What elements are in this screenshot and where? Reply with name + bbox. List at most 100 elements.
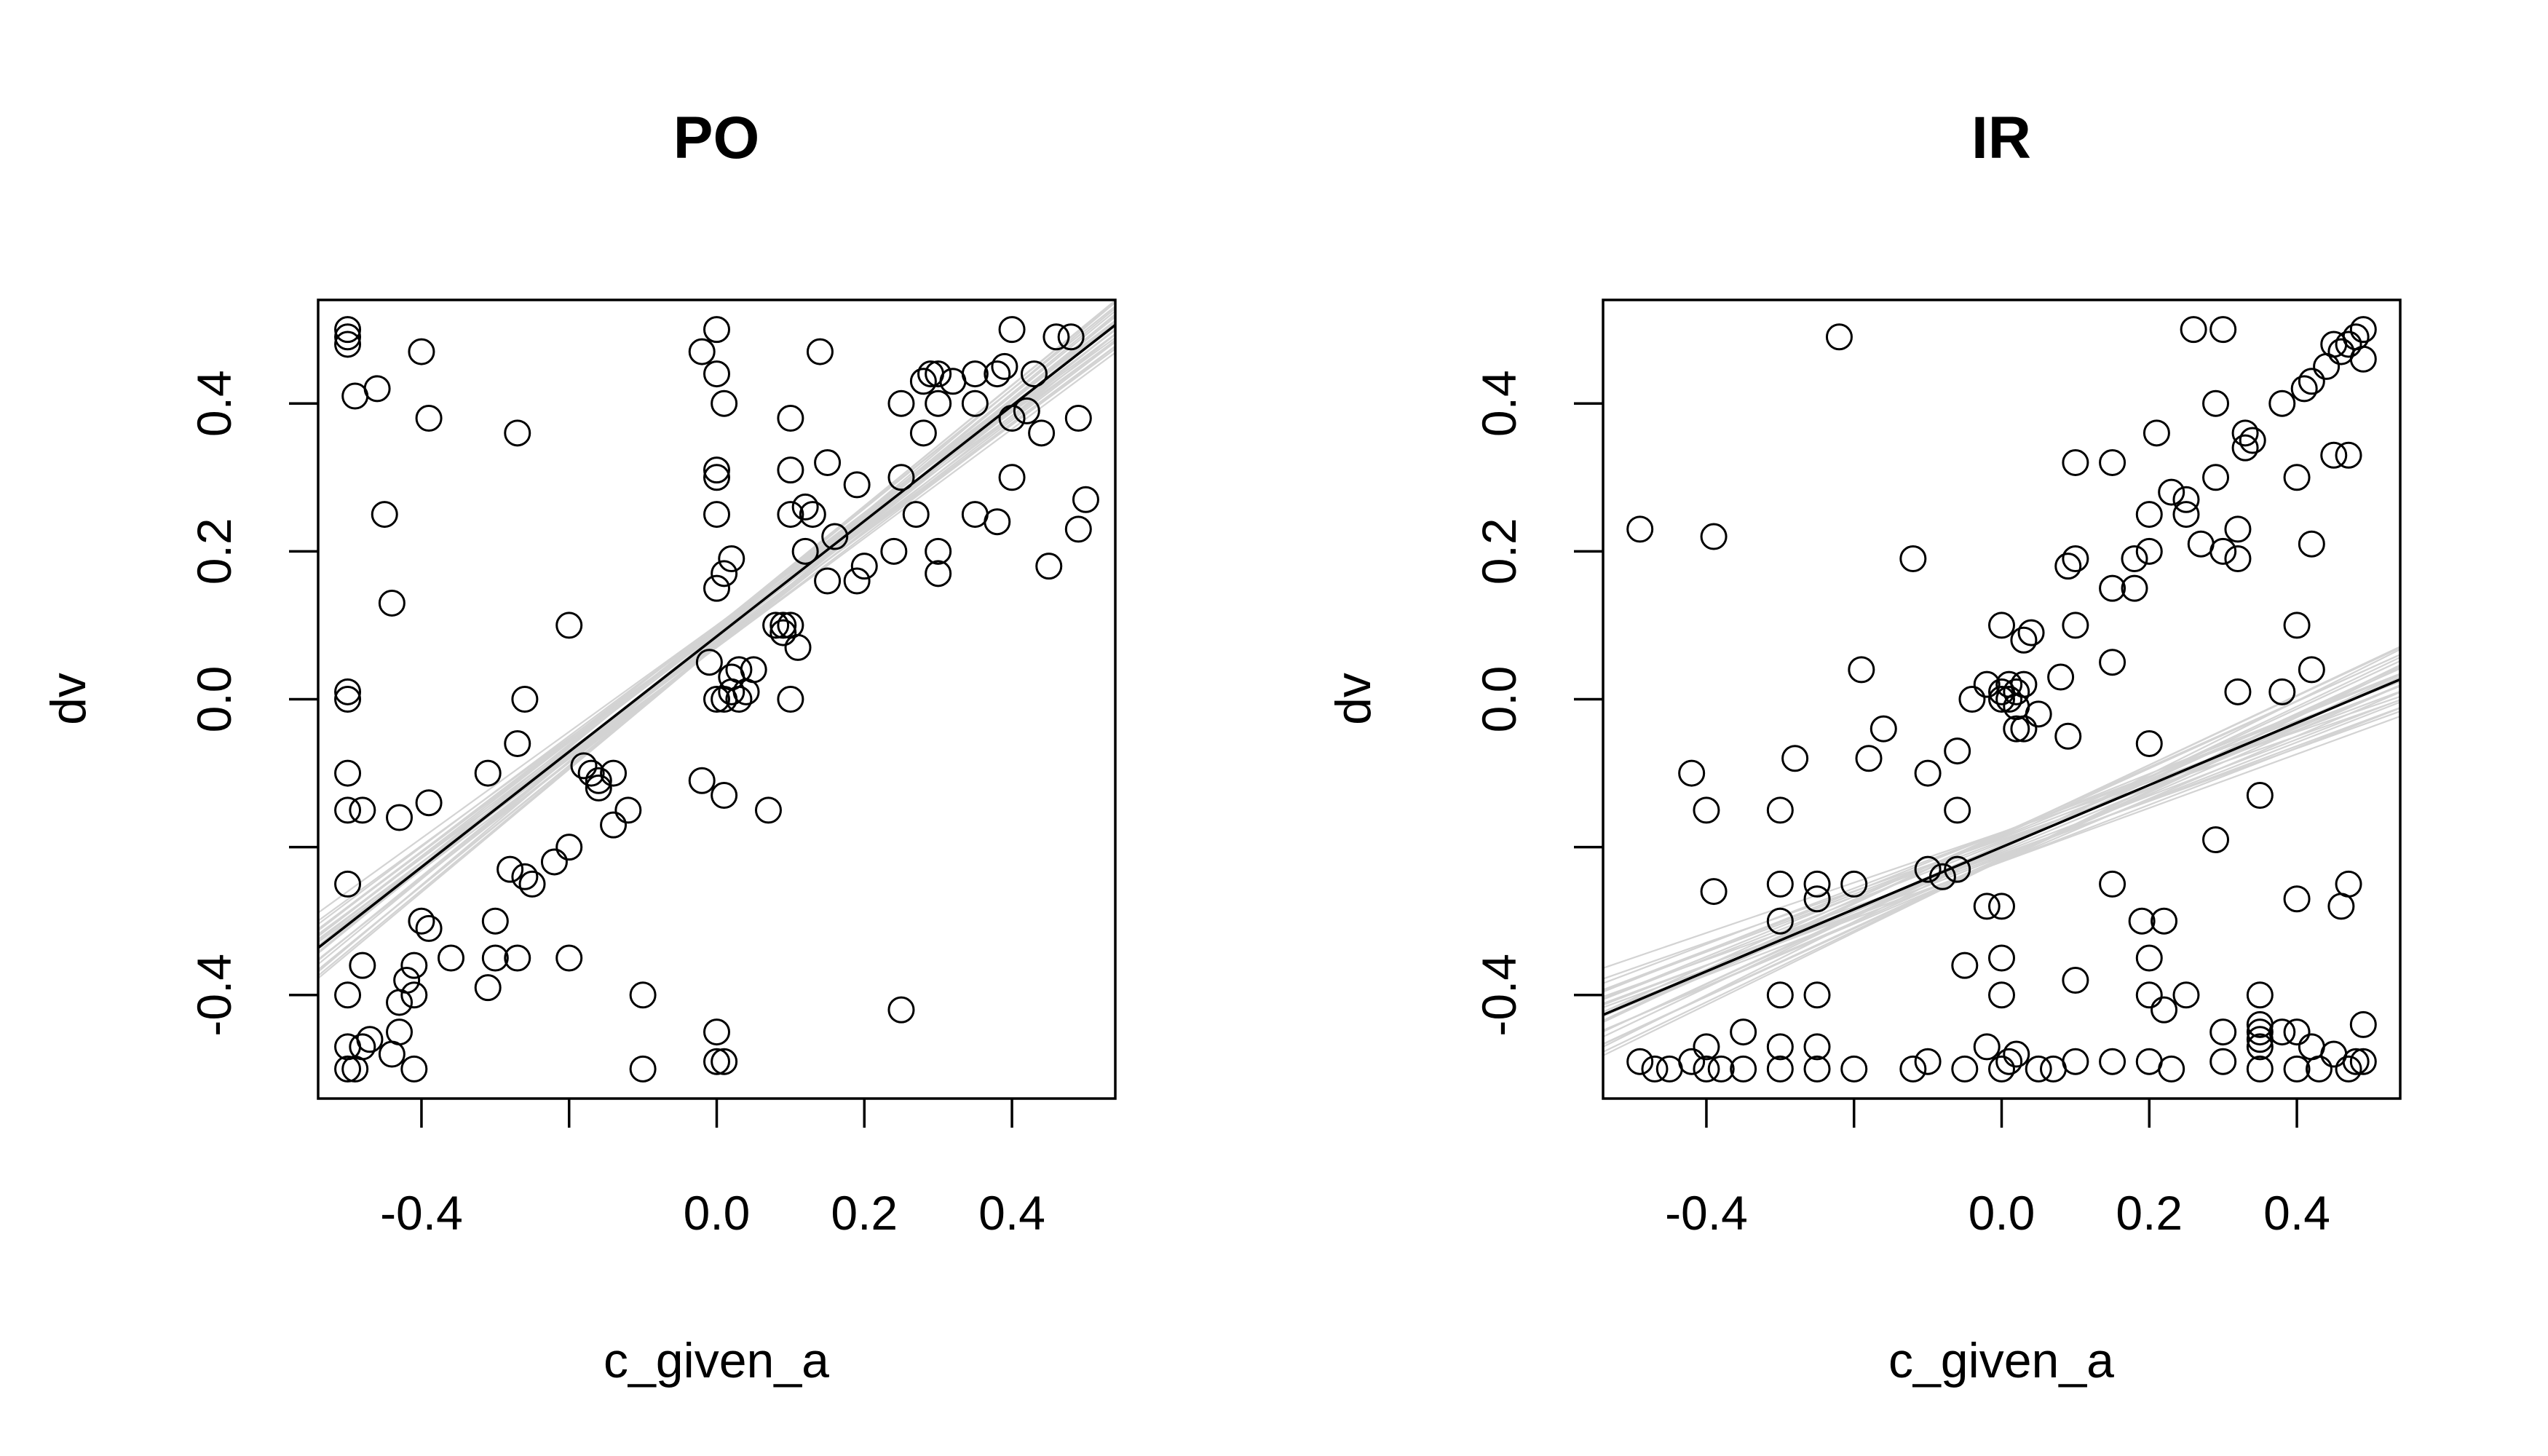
data-point (1840, 870, 1868, 898)
y-tick-label: 0.4 (1472, 370, 1526, 437)
data-point (1766, 796, 1794, 824)
y-tick-label: 0.4 (187, 370, 241, 437)
data-point (688, 767, 716, 794)
data-point (1988, 944, 2015, 972)
data-point (2305, 1055, 2333, 1083)
x-tick-label: 0.4 (2263, 1186, 2330, 1240)
data-point (393, 966, 421, 994)
data-point (2335, 870, 2362, 898)
data-point (2128, 907, 2156, 935)
data-point (334, 331, 362, 358)
data-point (1020, 360, 1048, 388)
data-point (703, 686, 730, 713)
data-point (2054, 722, 2082, 750)
data-point (415, 405, 443, 432)
data-point (2062, 1048, 2089, 1075)
data-point (2121, 545, 2148, 573)
data-point (1766, 870, 1794, 898)
data-point (600, 759, 628, 787)
data-point (1988, 893, 2015, 920)
data-point (2158, 478, 2185, 506)
data-point (880, 537, 908, 565)
data-point (703, 456, 730, 484)
data-point (762, 612, 790, 639)
data-point (2298, 530, 2325, 558)
data-point (925, 389, 952, 417)
data-point (511, 863, 539, 890)
data-point (1626, 1048, 1654, 1075)
data-point (2135, 944, 2163, 972)
data-point (1693, 796, 1720, 824)
data-point (2202, 464, 2230, 491)
data-point (511, 686, 539, 713)
data-point (769, 619, 797, 646)
data-point (1973, 893, 2001, 920)
data-point (1064, 405, 1092, 432)
data-point (1973, 670, 2001, 698)
data-point (356, 1026, 384, 1053)
data-point (349, 951, 376, 979)
data-point (711, 782, 738, 810)
data-point (732, 678, 760, 705)
data-point (2320, 441, 2348, 469)
data-point (2047, 663, 2075, 691)
data-point (1766, 981, 1794, 1009)
data-point (2039, 1055, 2067, 1083)
data-point (1766, 1055, 1794, 1083)
data-point (2062, 545, 2089, 573)
data-point (1914, 855, 1942, 883)
data-point (1655, 1055, 1683, 1083)
data-point (1914, 1048, 1942, 1075)
data-point (2335, 331, 2362, 358)
data-point (400, 1055, 428, 1083)
data-point (769, 612, 797, 639)
data-point (2003, 693, 2030, 721)
data-point (703, 1018, 730, 1046)
data-point (1766, 1033, 1794, 1061)
data-point (1700, 523, 1728, 550)
data-point (2298, 1033, 2325, 1061)
data-point (371, 501, 398, 529)
data-point (703, 1048, 730, 1075)
data-point (1803, 981, 1831, 1009)
data-point (2003, 1040, 2030, 1068)
data-point (850, 553, 878, 580)
y-tick-label: 0.2 (1472, 518, 1526, 585)
data-point (570, 752, 598, 780)
data-point (2283, 1055, 2311, 1083)
data-point (378, 1040, 405, 1068)
data-point (2335, 441, 2362, 469)
data-point (1914, 759, 1942, 787)
data-point (2290, 375, 2318, 403)
data-point (2099, 574, 2126, 602)
data-point (814, 567, 842, 595)
data-point (1781, 745, 1809, 772)
plot-area (318, 300, 1115, 1083)
data-point (2054, 553, 2082, 580)
data-point (1730, 1055, 1757, 1083)
data-point (2246, 1033, 2274, 1061)
data-point (334, 870, 362, 898)
data-point (1057, 323, 1085, 351)
data-point (887, 389, 915, 417)
data-point (334, 323, 362, 351)
data-point (481, 907, 509, 935)
data-point (784, 633, 812, 661)
data-point (961, 360, 989, 388)
data-point (984, 360, 1011, 388)
data-point (2209, 1048, 2237, 1075)
data-point (1944, 796, 1971, 824)
data-point (2202, 389, 2230, 417)
data-point (2099, 1048, 2126, 1075)
data-point (415, 914, 443, 942)
data-point (1958, 686, 1986, 713)
data-point (334, 1033, 362, 1061)
data-point (740, 656, 767, 684)
data-point (703, 464, 730, 491)
data-point (2158, 1055, 2185, 1083)
data-point (718, 678, 745, 705)
data-point (939, 368, 967, 395)
data-point (629, 981, 657, 1009)
data-point (474, 974, 502, 1002)
band-line (1603, 664, 2400, 1056)
